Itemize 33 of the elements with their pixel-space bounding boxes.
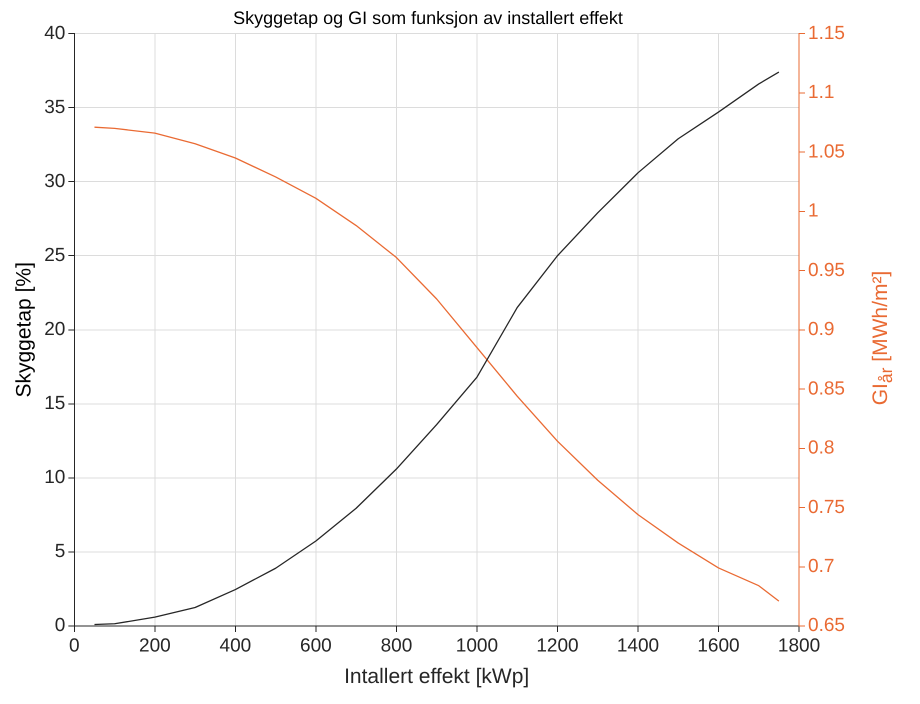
x-tick-label: 1400	[616, 636, 660, 657]
y-tick-label: 0	[54, 615, 66, 636]
y-axis-title: Skyggetap [%]	[12, 262, 36, 398]
y2-tick-label: 1	[808, 200, 819, 222]
y2-tick-label: 0.9	[808, 319, 834, 340]
x-tick-label: 0	[69, 636, 80, 657]
chart-title: Skyggetap og GI som funksjon av installert effekt	[233, 8, 623, 28]
y2-tick-label: 1.1	[808, 82, 834, 104]
y-tick-label: 10	[44, 467, 66, 488]
y-tick-label: 15	[44, 393, 66, 414]
y2-tick-label: 0.85	[808, 378, 846, 400]
x-tick-label: 400	[220, 636, 252, 657]
y2-tick-label: 0.7	[808, 556, 834, 577]
y2-tick-label: 0.65	[808, 615, 846, 636]
x-tick-label: 1800	[778, 636, 820, 657]
y-tick-label: 5	[54, 541, 66, 562]
y-tick-label: 30	[44, 170, 66, 192]
y-tick-label: 35	[44, 96, 66, 118]
y2-tick-label: 0.95	[808, 260, 846, 281]
y2-tick-label: 1.05	[808, 141, 846, 162]
y2-tick-label: 1.15	[808, 22, 846, 44]
x-tick-label: 1000	[456, 636, 498, 657]
y2-tick-label: 0.8	[808, 438, 834, 459]
y2-tick-label: 0.75	[808, 496, 846, 518]
y-tick-label: 25	[44, 244, 66, 266]
y-tick-label: 40	[44, 22, 66, 44]
x-tick-label: 1600	[697, 636, 740, 657]
x-tick-label: 1200	[536, 636, 579, 657]
x-tick-label: 600	[300, 636, 332, 657]
x-tick-label: 200	[139, 636, 171, 657]
y-tick-label: 20	[44, 319, 66, 340]
x-tick-label: 800	[380, 636, 412, 657]
x-axis-title: Intallert effekt [kWp]	[344, 665, 530, 688]
